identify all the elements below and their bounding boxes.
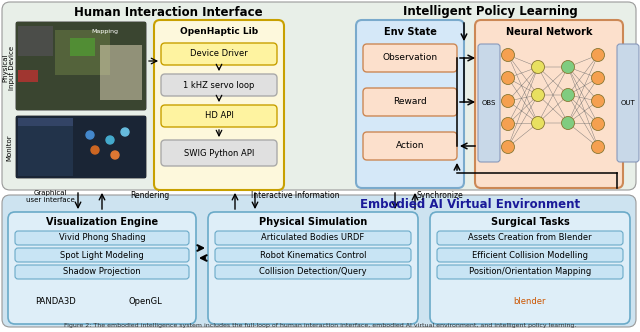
Circle shape <box>561 117 575 129</box>
Bar <box>18 118 73 126</box>
Circle shape <box>502 118 515 130</box>
Circle shape <box>502 48 515 61</box>
Text: Position/Orientation Mapping: Position/Orientation Mapping <box>469 268 591 277</box>
FancyBboxPatch shape <box>161 43 277 65</box>
FancyBboxPatch shape <box>16 116 146 178</box>
Text: Mapping: Mapping <box>92 30 118 35</box>
FancyBboxPatch shape <box>356 20 464 188</box>
Text: Rendering: Rendering <box>131 192 170 201</box>
FancyBboxPatch shape <box>15 248 189 262</box>
Text: Embodied AI Virtual Environment: Embodied AI Virtual Environment <box>360 198 580 210</box>
Circle shape <box>531 117 545 129</box>
Text: Interactive Information: Interactive Information <box>251 192 339 201</box>
Circle shape <box>591 48 605 61</box>
Text: SWIG Python API: SWIG Python API <box>184 148 254 157</box>
Text: Synchronize: Synchronize <box>417 192 463 201</box>
Circle shape <box>121 128 129 136</box>
Text: Spot Light Modeling: Spot Light Modeling <box>60 251 144 260</box>
Circle shape <box>502 71 515 85</box>
Text: OpenGL: OpenGL <box>128 297 162 306</box>
FancyBboxPatch shape <box>363 44 457 72</box>
Text: Reward: Reward <box>393 98 427 107</box>
FancyBboxPatch shape <box>161 105 277 127</box>
FancyBboxPatch shape <box>475 20 623 188</box>
Text: Human Interaction Interface: Human Interaction Interface <box>74 6 262 19</box>
Circle shape <box>502 95 515 108</box>
Text: blender: blender <box>514 297 547 306</box>
Bar <box>16 22 146 110</box>
FancyBboxPatch shape <box>2 2 636 190</box>
Circle shape <box>91 146 99 154</box>
FancyBboxPatch shape <box>15 231 189 245</box>
Text: 1 kHZ servo loop: 1 kHZ servo loop <box>183 80 255 90</box>
FancyBboxPatch shape <box>437 231 623 245</box>
FancyBboxPatch shape <box>161 74 277 96</box>
Circle shape <box>591 140 605 153</box>
Text: Physical Simulation: Physical Simulation <box>259 217 367 227</box>
FancyBboxPatch shape <box>15 265 189 279</box>
FancyBboxPatch shape <box>8 212 196 324</box>
Text: Robot Kinematics Control: Robot Kinematics Control <box>260 251 366 260</box>
Bar <box>70 38 95 56</box>
Text: Physical
Input Device: Physical Input Device <box>3 46 15 90</box>
Circle shape <box>591 95 605 108</box>
Circle shape <box>531 89 545 102</box>
Circle shape <box>531 60 545 73</box>
Bar <box>18 70 38 82</box>
Circle shape <box>111 151 119 159</box>
Text: OUT: OUT <box>621 100 636 106</box>
Bar <box>18 118 73 176</box>
Text: Figure 2: The embodied intelligence system includes the full-loop of human inter: Figure 2: The embodied intelligence syst… <box>64 323 576 328</box>
Circle shape <box>502 140 515 153</box>
Text: Assets Creation from Blender: Assets Creation from Blender <box>468 233 592 242</box>
Bar <box>18 26 53 56</box>
FancyBboxPatch shape <box>2 195 636 327</box>
Circle shape <box>86 131 94 139</box>
Circle shape <box>591 71 605 85</box>
Text: Action: Action <box>396 141 424 150</box>
FancyBboxPatch shape <box>617 44 639 162</box>
Text: Visualization Engine: Visualization Engine <box>46 217 158 227</box>
Text: Device Driver: Device Driver <box>190 49 248 58</box>
Bar <box>100 45 142 100</box>
Text: Env State: Env State <box>383 27 436 37</box>
Circle shape <box>106 136 114 144</box>
FancyBboxPatch shape <box>437 248 623 262</box>
FancyBboxPatch shape <box>363 88 457 116</box>
Text: Shadow Projection: Shadow Projection <box>63 268 141 277</box>
FancyBboxPatch shape <box>154 20 284 190</box>
Text: Observation: Observation <box>383 53 438 62</box>
Text: OBS: OBS <box>482 100 496 106</box>
FancyBboxPatch shape <box>215 265 411 279</box>
Text: PANDA3D: PANDA3D <box>35 297 76 306</box>
FancyBboxPatch shape <box>215 248 411 262</box>
Text: Efficient Collision Modelling: Efficient Collision Modelling <box>472 251 588 260</box>
FancyBboxPatch shape <box>16 22 146 110</box>
FancyBboxPatch shape <box>478 44 500 162</box>
FancyBboxPatch shape <box>430 212 630 324</box>
Circle shape <box>561 60 575 73</box>
Text: HD API: HD API <box>205 112 234 121</box>
FancyBboxPatch shape <box>208 212 418 324</box>
Text: Vivid Phong Shading: Vivid Phong Shading <box>59 233 145 242</box>
Bar <box>16 116 146 178</box>
Circle shape <box>561 89 575 102</box>
FancyBboxPatch shape <box>161 140 277 166</box>
Text: OpenHaptic Lib: OpenHaptic Lib <box>180 28 258 37</box>
Text: Surgical Tasks: Surgical Tasks <box>491 217 570 227</box>
Text: Monitor: Monitor <box>6 135 12 161</box>
Text: Graphical
user interface: Graphical user interface <box>26 190 74 203</box>
FancyBboxPatch shape <box>363 132 457 160</box>
FancyBboxPatch shape <box>437 265 623 279</box>
Text: Articulated Bodies URDF: Articulated Bodies URDF <box>261 233 365 242</box>
Circle shape <box>591 118 605 130</box>
Bar <box>55 30 110 75</box>
Text: Neural Network: Neural Network <box>506 27 592 37</box>
FancyBboxPatch shape <box>215 231 411 245</box>
Text: Collision Detection/Query: Collision Detection/Query <box>259 268 367 277</box>
Text: Intelligent Policy Learning: Intelligent Policy Learning <box>403 6 577 19</box>
